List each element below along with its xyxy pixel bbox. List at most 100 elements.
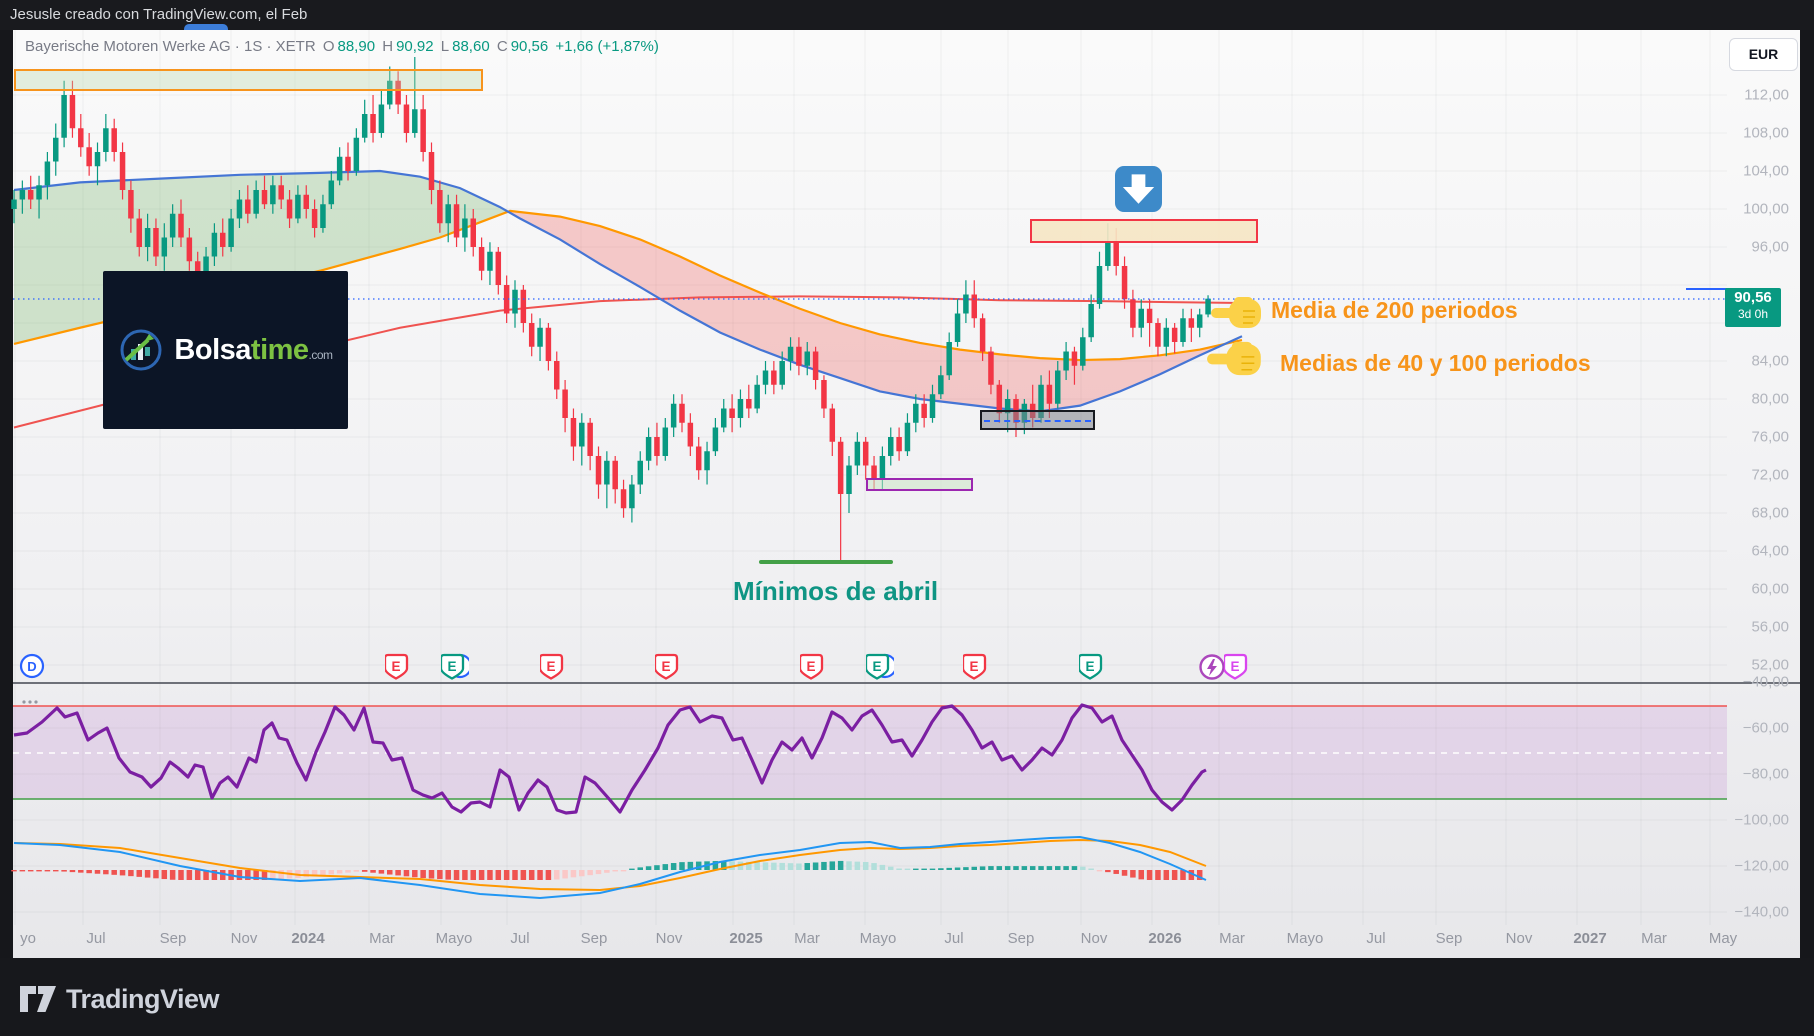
earnings-badge[interactable]: E: [961, 652, 991, 682]
drawing-april-low-line[interactable]: [759, 560, 893, 564]
price-axis-label: −80,00: [1742, 765, 1789, 783]
price-axis-label: 64,00: [1751, 542, 1789, 560]
ohlc-low-label: L: [440, 38, 450, 55]
price-axis-label: −60,00: [1742, 719, 1789, 737]
price-axis-label: 68,00: [1751, 504, 1789, 522]
drawing-supply-zone-box[interactable]: [1030, 219, 1258, 243]
time-axis-label: 2025: [729, 930, 763, 947]
browser-tab-peek: [184, 24, 228, 33]
ohlc-close-label: C: [496, 38, 508, 55]
bolsatime-logo-text: Bolsatime.com: [174, 333, 333, 366]
pointing-left-hand-icon[interactable]: [1206, 340, 1264, 378]
bar-countdown: 3d 0h: [1737, 307, 1769, 321]
time-axis-label: 2024: [291, 930, 325, 947]
price-axis-label: −40,00: [1742, 673, 1789, 691]
price-axis-label: −120,00: [1734, 857, 1789, 875]
price-axis-label: 52,00: [1751, 656, 1789, 674]
ohlc-low-value: 88,60: [452, 38, 490, 55]
bolsatime-logo-icon: [120, 329, 162, 371]
price-axis-label: 56,00: [1751, 618, 1789, 636]
price-axis-label: 84,00: [1751, 352, 1789, 370]
time-axis-label: Jul: [86, 930, 106, 947]
drawing-support-gray-box[interactable]: [980, 410, 1095, 430]
time-axis-label: Jul: [944, 930, 964, 947]
drawing-ath-zone-box[interactable]: [14, 69, 483, 91]
svg-text:E: E: [447, 659, 456, 674]
ohlc-high-value: 90,92: [396, 38, 434, 55]
time-axis-label: Mayo: [435, 930, 473, 947]
time-axis-label: Nov: [230, 930, 258, 947]
svg-text:E: E: [1085, 659, 1094, 674]
ma200-annotation[interactable]: Media de 200 periodos: [1271, 297, 1518, 323]
earnings-badge[interactable]: E: [383, 652, 413, 682]
earnings-badge[interactable]: E: [439, 652, 473, 682]
price-axis-label: 112,00: [1744, 86, 1789, 104]
time-axis-label: Mar: [794, 930, 820, 947]
ma40-100-annotation[interactable]: Medias de 40 y 100 periodos: [1280, 350, 1591, 376]
symbol-header[interactable]: Bayerische Motoren Werke AG · 1S · XETR …: [25, 38, 662, 56]
last-price-value: 90,56: [1734, 289, 1772, 306]
price-axis-label: −140,00: [1734, 903, 1789, 921]
symbol-title: Bayerische Motoren Werke AG · 1S · XETR: [25, 38, 316, 55]
time-axis-label: yo: [20, 930, 36, 947]
earnings-badge[interactable]: E: [538, 652, 568, 682]
time-axis-label: Mar: [369, 930, 395, 947]
time-axis-label: Sep: [159, 930, 187, 947]
april-lows-annotation[interactable]: Mínimos de abril: [733, 576, 939, 606]
earnings-badge[interactable]: E: [864, 652, 898, 682]
time-axis-label: Sep: [1435, 930, 1463, 947]
time-axis-label: Mayo: [859, 930, 897, 947]
change-value: +1,66 (+1,87%): [555, 38, 659, 55]
window-title: Jesusle creado con TradingView.com, el F…: [10, 6, 308, 23]
earnings-badge[interactable]: E: [1222, 652, 1252, 682]
time-axis-label: Jul: [510, 930, 530, 947]
time-axis-label: Mayo: [1286, 930, 1324, 947]
tradingview-logo[interactable]: TradingView: [20, 984, 220, 1015]
down-arrow-glyph: [1122, 174, 1155, 204]
ohlc-open-label: O: [322, 38, 335, 55]
time-axis-label: Mar: [1641, 930, 1667, 947]
price-axis-label: 100,00: [1743, 200, 1789, 218]
tradingview-logo-icon: [20, 986, 56, 1012]
svg-text:E: E: [391, 659, 400, 674]
earnings-badge[interactable]: E: [798, 652, 828, 682]
last-price-badge: 90,56 3d 0h: [1725, 288, 1781, 327]
footer-bar: [0, 958, 1814, 1036]
chart-plot-area[interactable]: [13, 30, 1800, 958]
bolsatime-watermark: Bolsatime.com: [103, 271, 348, 429]
ohlc-open-value: 88,90: [337, 38, 376, 55]
down-arrow-icon[interactable]: [1115, 166, 1162, 212]
time-axis-label: 2026: [1148, 930, 1182, 947]
earnings-badge[interactable]: E: [653, 652, 683, 682]
tradingview-logo-text: TradingView: [66, 984, 220, 1014]
time-axis-label: Sep: [580, 930, 608, 947]
time-axis-label: 2027: [1573, 930, 1607, 947]
svg-text:E: E: [1230, 659, 1239, 674]
ohlc-close-value: 90,56: [510, 38, 549, 55]
price-axis-label: 76,00: [1751, 428, 1789, 446]
pointing-left-hand-icon[interactable]: [1210, 296, 1264, 330]
earnings-badge[interactable]: E: [1077, 652, 1107, 682]
price-axis-label: 80,00: [1751, 390, 1789, 408]
flash-event-badge[interactable]: [1198, 652, 1226, 682]
window-title-bar: Jesusle creado con TradingView.com, el F…: [0, 0, 1814, 30]
svg-text:E: E: [872, 659, 881, 674]
price-axis-label: 104,00: [1743, 162, 1789, 180]
svg-text:E: E: [969, 659, 978, 674]
time-axis-label: Jul: [1366, 930, 1386, 947]
svg-text:E: E: [661, 659, 670, 674]
time-axis-label: Nov: [1080, 930, 1108, 947]
drawing-demand-purple-box[interactable]: [866, 478, 973, 491]
price-axis-label: 72,00: [1751, 466, 1789, 484]
time-axis-label: Mar: [1219, 930, 1245, 947]
currency-button[interactable]: EUR: [1729, 38, 1798, 71]
price-axis-label: 108,00: [1743, 124, 1789, 142]
dividend-badge[interactable]: D: [18, 652, 46, 682]
svg-text:E: E: [546, 659, 555, 674]
ohlc-high-label: H: [382, 38, 394, 55]
price-axis-label: −100,00: [1734, 811, 1789, 829]
svg-text:E: E: [806, 659, 815, 674]
gray-box-dashed-level: [984, 420, 1091, 422]
